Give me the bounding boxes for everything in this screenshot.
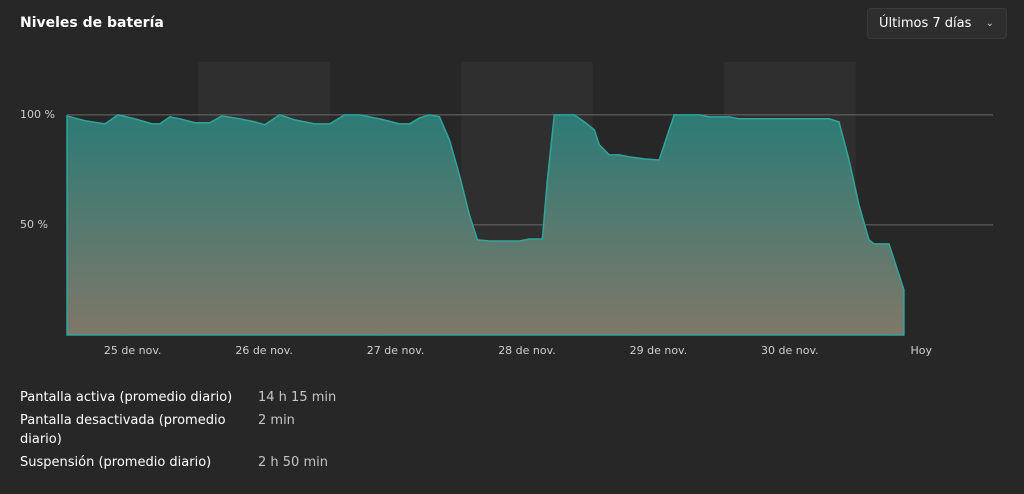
stat-label: Pantalla desactivada (promedio diario) [20, 413, 226, 447]
x-tick-label: Hoy [911, 344, 933, 357]
stat-row: Pantalla activa (promedio diario) 14 h 15… [20, 388, 336, 407]
stats: Pantalla activa (promedio diario) 14 h 15… [20, 388, 336, 476]
stat-row: Suspensión (promedio diario) 2 h 50 min [20, 453, 336, 472]
x-tick-label: 26 de nov. [235, 344, 293, 357]
x-tick-label: 28 de nov. [498, 344, 556, 357]
stat-label: Suspensión (promedio diario) [20, 455, 212, 470]
y-tick-label: 100 % [20, 108, 55, 121]
x-tick-label: 27 de nov. [367, 344, 425, 357]
area-fill [67, 114, 904, 335]
range-dropdown[interactable]: Últimos 7 días ⌄ [867, 8, 1007, 39]
section-title: Niveles de batería [20, 15, 164, 31]
x-tick-label: 29 de nov. [630, 344, 688, 357]
x-tick-label: 25 de nov. [104, 344, 162, 357]
y-tick-label: 50 % [20, 218, 48, 231]
chart: 50 % 100 % 25 de nov. 26 de nov. 27 de nov. 2… [20, 107, 993, 357]
x-tick-label: 30 de nov. [761, 344, 819, 357]
chevron: ⌄ [985, 18, 994, 29]
stat-value: 14 h 15 min [258, 390, 337, 405]
stat-value: 2 h 50 min [258, 455, 328, 470]
dropdown-text: Últimos 7 días [879, 16, 972, 31]
stat-value: 2 min [258, 413, 295, 428]
stat-row: Pantalla desactivada (promedio diario) 2 … [20, 411, 336, 449]
battery-line [66, 114, 905, 336]
stat-label: Pantalla activa (promedio diario) [20, 390, 233, 405]
